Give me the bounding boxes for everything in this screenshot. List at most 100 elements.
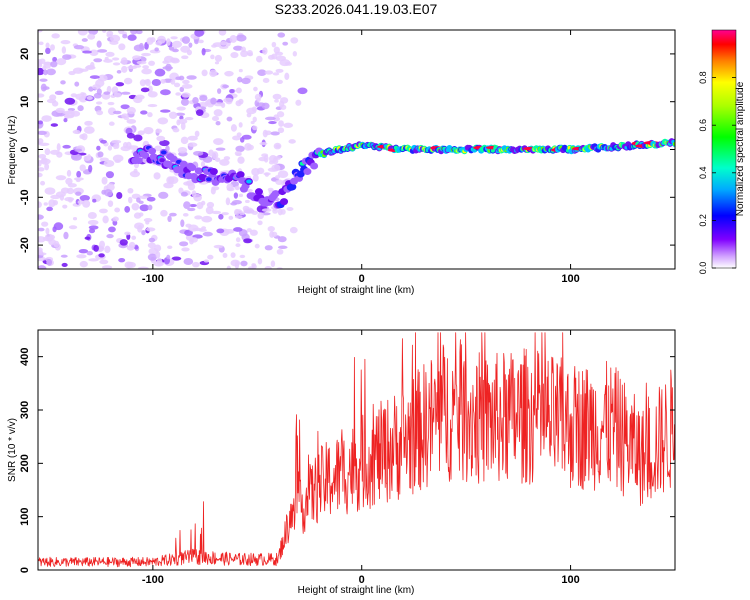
noise-blob: [224, 70, 234, 77]
noise-blob: [126, 118, 137, 124]
noise-blob: [193, 150, 204, 156]
noise-blob: [145, 220, 150, 225]
noise-blob: [286, 206, 294, 212]
spectrogram-ytick-label: 0: [19, 146, 31, 152]
noise-blob: [271, 53, 278, 60]
noise-blob: [284, 72, 290, 81]
noise-blob: [136, 60, 147, 65]
noise-blob: [63, 115, 75, 119]
noise-blob: [237, 156, 245, 164]
noise-blob: [45, 42, 50, 49]
noise-blob: [155, 128, 163, 134]
noise-blob: [70, 110, 81, 117]
noise-blob: [44, 148, 51, 156]
noise-blob: [284, 61, 292, 66]
noise-blob: [257, 257, 263, 265]
noise-blob: [126, 132, 135, 139]
noise-blob: [137, 130, 145, 136]
noise-blob: [214, 54, 223, 62]
noise-blob: [270, 260, 276, 268]
noise-blob: [240, 50, 249, 58]
noise-blob: [243, 207, 254, 214]
noise-blob: [173, 82, 181, 88]
noise-blob: [137, 266, 149, 269]
noise-blob: [120, 145, 131, 152]
noise-blob: [231, 200, 242, 205]
noise-blob: [228, 215, 234, 220]
noise-blob: [179, 241, 189, 247]
noise-blob: [146, 196, 156, 202]
noise-blob: [95, 101, 103, 105]
noise-blob: [195, 109, 204, 116]
noise-blob: [262, 129, 268, 138]
noise-blob: [289, 226, 298, 234]
spectrogram-xtick-label: 100: [561, 273, 579, 285]
noise-blob: [124, 261, 134, 269]
noise-blob: [187, 207, 196, 212]
noise-blob: [189, 237, 198, 243]
noise-blob: [247, 52, 254, 57]
noise-blob: [54, 90, 64, 95]
noise-blob: [131, 203, 140, 211]
noise-blob: [264, 70, 274, 75]
noise-blob: [180, 219, 185, 228]
noise-blob: [148, 60, 156, 66]
noise-blob: [147, 253, 158, 261]
noise-blob: [172, 127, 180, 133]
noise-blob: [219, 158, 230, 166]
noise-blob: [55, 107, 65, 114]
noise-blob: [127, 34, 137, 41]
noise-blob: [145, 78, 151, 87]
colorbar-tick-label: 0.0: [698, 262, 708, 275]
spectrogram-xtick-label: 0: [359, 273, 365, 285]
snr-panel: -100 0 100 0 100 200 300 400 Height of straigh…: [7, 329, 676, 596]
ridge-blob: [254, 188, 263, 196]
noise-blob: [201, 47, 206, 56]
noise-blob: [116, 69, 122, 74]
noise-blob: [38, 255, 44, 259]
noise-blob: [273, 156, 279, 160]
noise-blob: [134, 94, 145, 100]
noise-blob: [39, 78, 48, 82]
noise-blob: [116, 191, 123, 200]
noise-blob: [141, 229, 146, 236]
noise-blob: [166, 38, 171, 46]
noise-blob: [177, 118, 188, 125]
noise-blob: [191, 190, 197, 198]
noise-blob: [264, 116, 276, 121]
noise-blob: [160, 78, 166, 84]
noise-blob: [218, 213, 224, 220]
noise-blob: [201, 69, 208, 77]
noise-blob: [181, 83, 193, 89]
noise-blob: [148, 237, 156, 243]
noise-blob: [235, 145, 245, 153]
noise-blob: [140, 110, 148, 115]
noise-blob: [271, 231, 278, 238]
noise-blob: [175, 112, 186, 116]
noise-blob: [40, 180, 46, 186]
noise-blob: [277, 170, 289, 178]
noise-blob: [230, 51, 239, 59]
noise-blob: [238, 122, 243, 128]
noise-blob: [262, 47, 268, 55]
noise-blob: [167, 215, 172, 223]
noise-blob: [238, 98, 244, 105]
noise-blob: [38, 30, 43, 33]
noise-blob: [106, 234, 114, 239]
noise-blob: [71, 153, 82, 161]
noise-blob: [111, 86, 119, 94]
noise-blob: [180, 98, 190, 106]
noise-blob: [148, 247, 159, 255]
colorbar-axis: 0.0 0.2 0.4 0.6 0.8: [698, 71, 736, 274]
noise-blob: [62, 144, 71, 149]
noise-blob: [45, 227, 50, 235]
noise-blob: [213, 244, 224, 249]
noise-blob: [261, 102, 270, 110]
noise-blob: [246, 144, 254, 151]
noise-blob: [162, 60, 169, 64]
noise-blob: [113, 92, 122, 98]
noise-blob: [141, 68, 152, 75]
noise-blob: [44, 187, 56, 195]
noise-blob: [38, 120, 44, 125]
ridge-blob: [280, 198, 289, 206]
